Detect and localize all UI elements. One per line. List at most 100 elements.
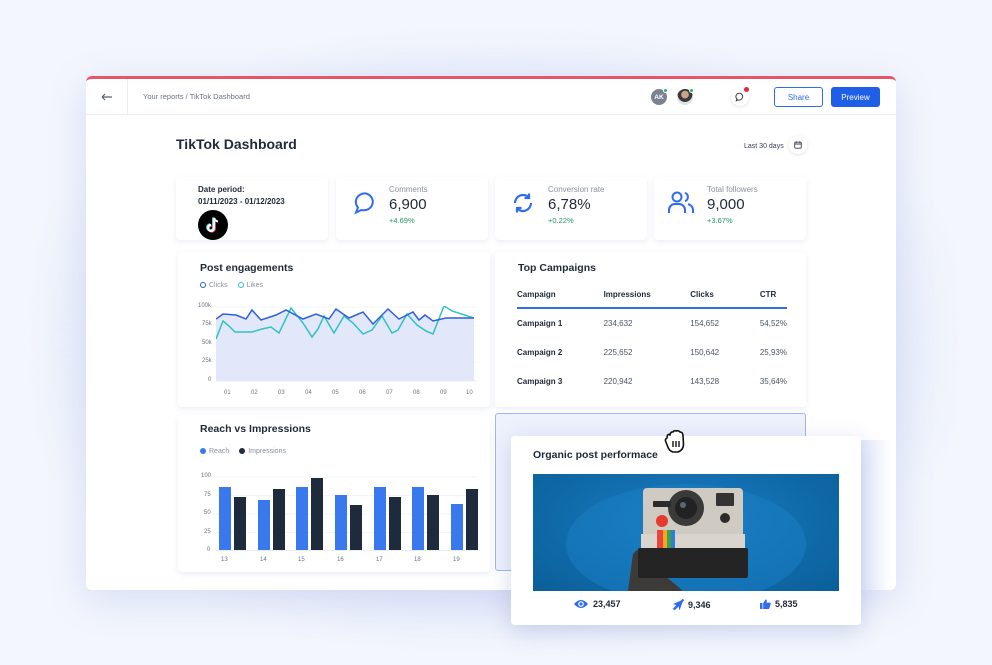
conversion-delta: +0.22% — [548, 216, 574, 225]
campaign-name: Campaign 3 — [517, 377, 563, 387]
column-header[interactable]: Clicks — [690, 282, 760, 309]
post-image-polaroid-camera — [533, 474, 839, 591]
date-picker-button[interactable] — [789, 136, 807, 154]
legend-impressions[interactable]: Impressions — [239, 448, 286, 455]
table-row[interactable]: Campaign 3 220,942 143,528 35,64% — [517, 367, 787, 397]
legend-likes[interactable]: Likes — [237, 282, 263, 289]
y-tick: 0 — [208, 377, 212, 383]
thumbs-up-icon — [760, 599, 771, 609]
users-icon — [668, 191, 694, 213]
avatar-initials: AK — [654, 93, 664, 101]
column-header[interactable]: Campaign — [517, 282, 604, 309]
shares-stat: 9,346 — [672, 599, 711, 611]
x-tick: 06 — [359, 390, 366, 396]
ctr-cell: 54,52% — [759, 318, 787, 328]
x-tick: 17 — [376, 557, 383, 563]
x-tick: 07 — [386, 390, 393, 396]
post-engagements-card: Post engagements Clicks Likes 100k 75k 5… — [178, 252, 490, 407]
campaign-name: Campaign 2 — [517, 347, 563, 357]
x-tick: 13 — [221, 557, 228, 563]
top-campaigns-card: Top Campaigns Campaign Impressions Click… — [495, 252, 806, 407]
x-tick: 19 — [453, 557, 460, 563]
likes-value: 5,835 — [775, 599, 798, 609]
shares-value: 9,346 — [688, 600, 711, 610]
calendar-icon — [794, 141, 802, 149]
y-tick: 75 — [204, 492, 211, 498]
send-arrow-icon — [672, 599, 684, 611]
views-value: 23,457 — [593, 599, 621, 609]
x-tick: 14 — [260, 557, 267, 563]
reach-impressions-legend: Reach Impressions — [200, 448, 286, 455]
date-range-label[interactable]: Last 30 days — [744, 143, 784, 150]
conversion-rate-card: Conversion rate 6,78% +0.22% — [495, 177, 647, 240]
x-tick: 09 — [440, 390, 447, 396]
y-tick: 100k — [198, 303, 212, 309]
x-tick: 08 — [413, 390, 420, 396]
grab-hand-cursor-icon — [664, 429, 685, 453]
preview-button[interactable]: Preview — [831, 87, 880, 107]
x-tick: 05 — [332, 390, 339, 396]
post-engagements-line-chart[interactable] — [216, 306, 476, 382]
post-engagements-title: Post engagements — [200, 262, 294, 274]
clicks-cell: 154,652 — [690, 318, 720, 328]
top-bar: Your reports / TikTok Dashboard AK Share… — [86, 79, 896, 115]
impressions-cell: 234,632 — [603, 318, 633, 328]
comments-card: Comments 6,900 +4.69% — [336, 177, 488, 240]
x-tick: 16 — [337, 557, 344, 563]
reach-impressions-bar-chart[interactable] — [216, 476, 478, 551]
total-followers-card: Total followers 9,000 +3.67% — [654, 177, 806, 240]
x-tick: 10 — [466, 390, 473, 396]
arrow-left-icon — [101, 93, 112, 100]
table-row[interactable]: Campaign 1 234,632 154,652 54,52% — [517, 308, 787, 338]
comments-label: Comments — [389, 185, 428, 194]
back-button[interactable] — [86, 79, 128, 115]
organic-post-card-dragging[interactable]: Organic post performace 23,457 9,346 — [511, 436, 861, 625]
campaigns-table: Campaign Impressions Clicks CTR Campaign… — [517, 282, 787, 397]
x-tick: 04 — [305, 390, 312, 396]
campaign-name: Campaign 1 — [517, 318, 563, 328]
online-status-dot — [689, 88, 694, 93]
reach-vs-impressions-card: Reach vs Impressions Reach Impressions 1… — [178, 415, 490, 572]
top-campaigns-title: Top Campaigns — [518, 262, 596, 274]
avatar-user-photo[interactable] — [677, 88, 694, 105]
share-button[interactable]: Share — [774, 87, 823, 107]
page-title: TikTok Dashboard — [176, 136, 297, 152]
x-tick: 15 — [298, 557, 305, 563]
y-tick: 0 — [207, 547, 211, 553]
dashboard-window: Your reports / TikTok Dashboard AK Share… — [86, 76, 896, 590]
comments-button[interactable] — [731, 87, 749, 106]
clicks-cell: 143,528 — [690, 377, 720, 387]
post-engagements-legend: Clicks Likes — [200, 282, 263, 289]
followers-delta: +3.67% — [707, 216, 733, 225]
impressions-cell: 225,652 — [603, 347, 633, 357]
ctr-cell: 35,64% — [759, 377, 787, 387]
comments-value: 6,900 — [389, 196, 427, 213]
y-tick: 25k — [202, 358, 212, 364]
notification-dot — [744, 87, 749, 92]
impressions-cell: 220,942 — [603, 377, 633, 387]
x-tick: 03 — [278, 390, 285, 396]
camera-image — [566, 484, 806, 591]
refresh-icon — [513, 193, 533, 213]
column-header[interactable]: Impressions — [603, 282, 691, 309]
y-tick: 75k — [202, 321, 212, 327]
y-tick: 50k — [202, 340, 212, 346]
date-period-card: Date period: 01/11/2023 - 01/12/2023 — [176, 177, 328, 240]
clicks-cell: 150,642 — [690, 347, 720, 357]
conversion-value: 6,78% — [548, 196, 591, 213]
avatar-ak[interactable]: AK — [651, 88, 668, 105]
y-tick: 50 — [204, 510, 211, 516]
breadcrumb: Your reports / TikTok Dashboard — [143, 92, 250, 101]
column-header[interactable]: CTR — [759, 282, 787, 309]
ctr-cell: 25,93% — [759, 347, 787, 357]
date-period-label: Date period: — [198, 185, 245, 194]
comments-delta: +4.69% — [389, 216, 415, 225]
likes-stat: 5,835 — [760, 599, 798, 609]
table-row[interactable]: Campaign 2 225,652 150,642 25,93% — [517, 338, 787, 368]
conversion-label: Conversion rate — [548, 185, 605, 194]
legend-reach[interactable]: Reach — [200, 448, 229, 455]
reach-impressions-title: Reach vs Impressions — [200, 423, 311, 435]
legend-clicks[interactable]: Clicks — [200, 282, 228, 289]
organic-post-title: Organic post performace — [533, 449, 658, 461]
tiktok-logo-icon — [198, 210, 228, 240]
